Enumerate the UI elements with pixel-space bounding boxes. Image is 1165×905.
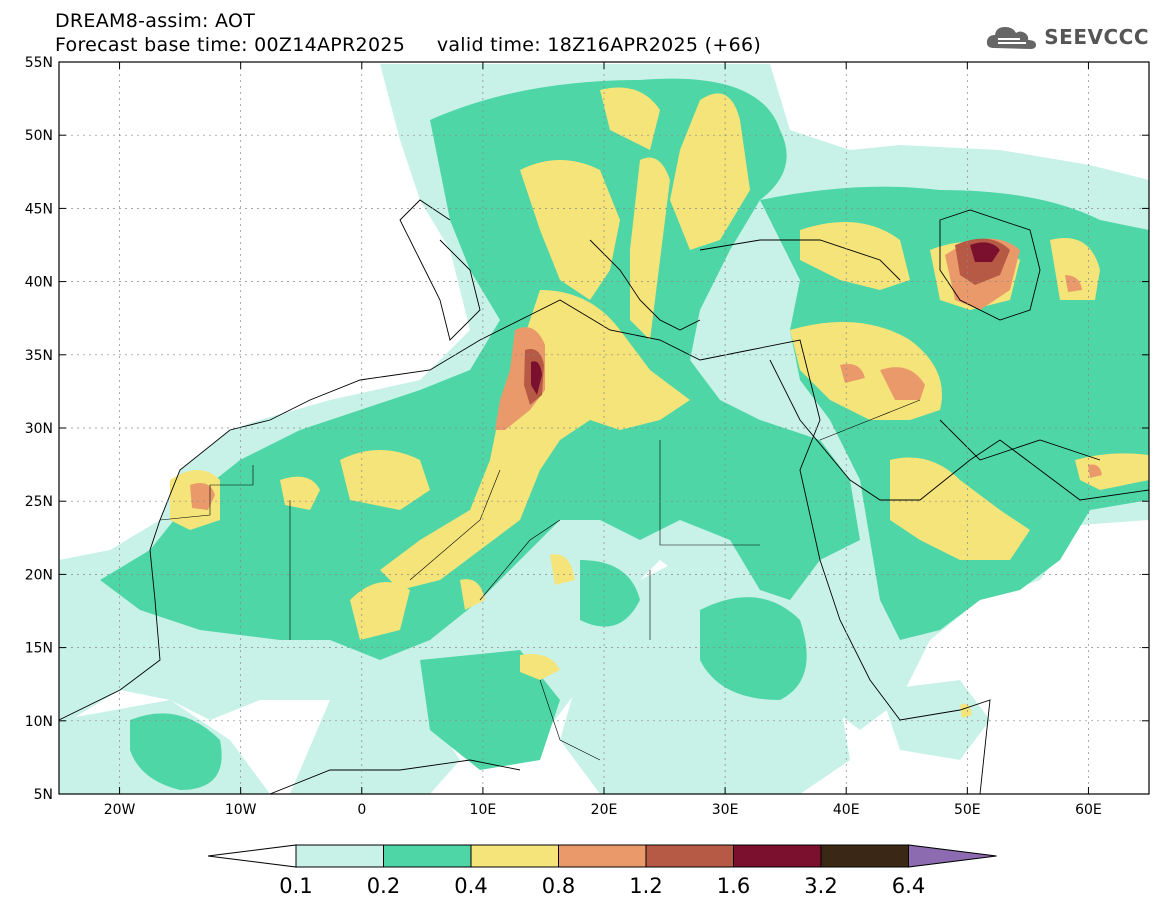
forecast-time-line: Forecast base time: 00Z14APR2025 valid t… [55, 34, 762, 56]
cloud-icon [987, 27, 1037, 49]
lat-tick-label: 10N [25, 714, 53, 730]
lat-tick-label: 45N [25, 201, 53, 217]
map-title: DREAM8-assim: AOT [55, 10, 256, 32]
colorbar-bin [820, 844, 909, 868]
axis-ticks: 20W 10W 0 10E 20E 30E 40E 50E 60E 55N 50N 45N 40N 35N… [25, 55, 1149, 818]
graticule [59, 62, 1149, 794]
colorbar-over-arrow [908, 844, 997, 868]
colorbar-label: 1.2 [629, 874, 662, 898]
colorbar-label: 0.1 [279, 874, 312, 898]
colorbar-label: 3.2 [804, 874, 837, 898]
lat-tick-label: 30N [25, 421, 53, 437]
colorbar-bin [733, 844, 822, 868]
lat-tick-label: 50N [25, 128, 53, 144]
colorbar-bin [295, 844, 384, 868]
colorbar-bin [470, 844, 559, 868]
colorbar-label: 0.4 [454, 874, 487, 898]
lon-tick-label: 50E [954, 802, 981, 818]
lat-tick-label: 35N [25, 348, 53, 364]
colorbar-bin [383, 844, 472, 868]
lon-tick-label: 40E [833, 802, 860, 818]
aot-field [59, 64, 1149, 794]
lon-tick-label: 0 [357, 802, 366, 818]
lon-tick-label: 20W [104, 802, 136, 818]
lon-tick-label: 20E [591, 802, 618, 818]
colorbar-bin [645, 844, 734, 868]
lat-tick-label: 40N [25, 275, 53, 291]
borders [159, 399, 921, 761]
colorbar-label: 1.6 [717, 874, 750, 898]
logo-text: SEEVCCC [1044, 25, 1149, 49]
lat-tick-label: 25N [25, 494, 53, 510]
lat-tick-label: 15N [25, 641, 53, 657]
lon-tick-label: 10W [225, 802, 257, 818]
colorbar-label: 6.4 [892, 874, 925, 898]
lat-tick-label: 20N [25, 567, 53, 583]
colorbar: 0.1 0.2 0.4 0.8 1.2 1.6 3.2 6.4 [207, 844, 997, 898]
coastlines [59, 199, 1149, 794]
lon-tick-label: 60E [1075, 802, 1102, 818]
colorbar-label: 0.2 [367, 874, 400, 898]
lon-tick-label: 30E [712, 802, 739, 818]
lat-tick-label: 5N [34, 787, 53, 803]
colorbar-label: 0.8 [542, 874, 575, 898]
lat-tick-label: 55N [25, 55, 53, 71]
lon-tick-label: 10E [470, 802, 497, 818]
colorbar-under-arrow [207, 844, 297, 868]
colorbar-bin [558, 844, 647, 868]
logo: SEEVCCC [984, 22, 1149, 52]
